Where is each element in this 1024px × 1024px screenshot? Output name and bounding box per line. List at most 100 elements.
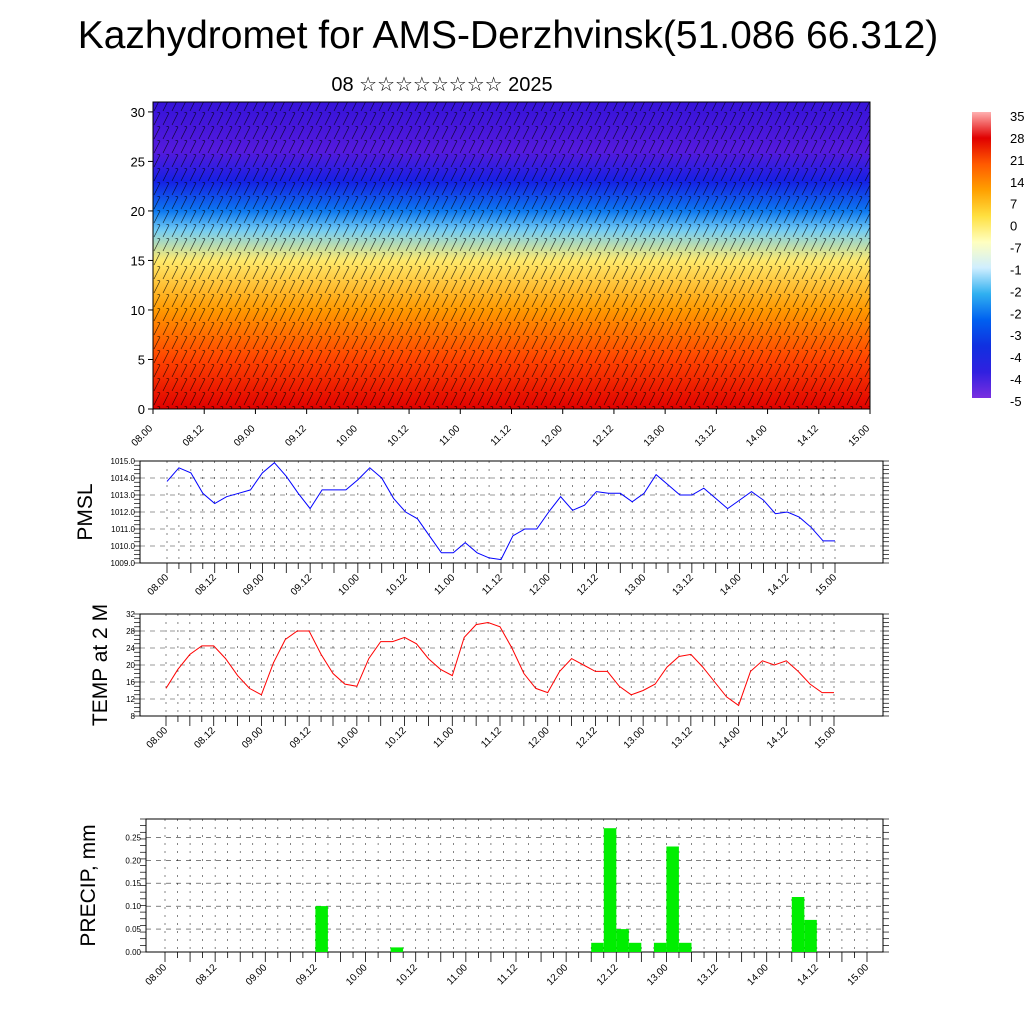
temp-2m-panel: 8 12 16 20 24 28 32 08.00 08.12 09.00 09.12 10.00 10… — [89, 604, 889, 751]
xtick-label: 14.12 — [766, 572, 792, 598]
ytick-label: 20 — [126, 661, 135, 670]
ytick-label: 0.10 — [125, 902, 141, 911]
xtick-label: 08.12 — [193, 572, 219, 598]
colorbar-label: 0 — [1010, 219, 1017, 234]
colorbar: 35 28 21 14 7 0 -7 -1 -2 -2 -3 -4 -4 -5 — [972, 109, 1024, 409]
xtick-label: 13.12 — [671, 572, 697, 598]
xtick-label: 10.12 — [394, 962, 420, 988]
xtick-label: 10.00 — [344, 962, 370, 988]
y-axis-title: TEMP at 2 M — [89, 604, 112, 726]
cross-section-ytick-label: 20 — [131, 204, 145, 219]
cross-section-xtick-label: 08.00 — [130, 423, 156, 449]
ytick-label: 32 — [126, 610, 135, 619]
cross-section-ytick-label: 30 — [131, 105, 145, 120]
colorbar-label: 7 — [1010, 197, 1017, 212]
cross-section-xtick-label: 12.00 — [539, 423, 565, 449]
precip-bar — [315, 906, 328, 952]
colorbar-label: 35 — [1010, 109, 1024, 124]
precip-panel: 0.00 0.05 0.10 0.15 0.20 0.25 08.00 08.12 09.00 0… — [77, 818, 889, 988]
ytick-label: 1009.0 — [111, 559, 136, 568]
xtick-label: 08.00 — [144, 962, 170, 988]
ytick-label: 1014.0 — [111, 474, 136, 483]
ytick-label: 1011.0 — [111, 525, 135, 534]
panel-frame — [145, 818, 884, 953]
precip-bar — [653, 942, 667, 952]
xtick-label: 13.00 — [623, 572, 649, 598]
cross-section-ytick-label: 5 — [138, 352, 145, 367]
ytick-label: 1010.0 — [111, 542, 136, 551]
cross-section-ytick-label: 10 — [131, 303, 145, 318]
xtick-label: 15.00 — [814, 572, 840, 598]
cross-section-xtick-label: 09.00 — [232, 423, 258, 449]
ytick-label: 24 — [126, 644, 135, 653]
cross-section-ytick-label: 15 — [131, 253, 145, 268]
precip-bar — [628, 942, 642, 952]
xtick-label: 08.12 — [192, 725, 218, 751]
xtick-label: 11.00 — [432, 572, 457, 597]
precip-bar — [804, 919, 817, 952]
precip-bar — [679, 942, 692, 952]
cross-section-xtick-label: 14.00 — [744, 423, 770, 449]
xtick-label: 14.00 — [717, 725, 743, 751]
xtick-label: 15.00 — [846, 962, 872, 988]
precip-bar — [591, 942, 604, 952]
xtick-label: 13.12 — [695, 962, 721, 988]
xtick-label: 12.00 — [527, 572, 553, 598]
precip-bar — [791, 897, 805, 952]
ytick-label: 1012.0 — [111, 508, 136, 517]
colorbar-label: -3 — [1010, 328, 1022, 343]
xtick-label: 14.00 — [745, 962, 771, 988]
ytick-label: 28 — [126, 627, 135, 636]
cross-section-xtick-label: 13.12 — [693, 423, 719, 449]
colorbar-label: -7 — [1010, 241, 1022, 256]
y-axis-title: PRECIP, mm — [77, 824, 100, 946]
cross-section-xtick-label: 13.00 — [642, 423, 668, 449]
pmsl-line — [166, 461, 835, 561]
y-axis-title: PMSL — [74, 483, 97, 540]
xtick-label: 12.00 — [526, 725, 552, 751]
chart-subtitle: 08 ☆☆☆☆☆☆☆☆ 2025 — [331, 74, 553, 96]
precip-bar — [390, 947, 404, 952]
xtick-label: 11.12 — [495, 962, 520, 987]
ytick-label: 0.20 — [125, 856, 141, 865]
colorbar-label: 28 — [1010, 131, 1024, 146]
cross-section-xtick-label: 11.00 — [437, 423, 462, 448]
xtick-label: 13.00 — [645, 962, 671, 988]
xtick-label: 09.12 — [289, 572, 315, 598]
ytick-label: 0.15 — [125, 879, 141, 888]
colorbar-label: -4 — [1010, 350, 1022, 365]
xtick-label: 09.12 — [294, 962, 320, 988]
xtick-label: 09.00 — [241, 572, 267, 598]
colorbar-label: -2 — [1010, 284, 1022, 299]
colorbar-label: -2 — [1010, 306, 1022, 321]
xtick-label: 14.12 — [796, 962, 822, 988]
pmsl-panel: 1009.0 1010.0 1011.0 1012.0 1013.0 1014.0 1015… — [74, 457, 889, 598]
xtick-label: 10.12 — [384, 572, 410, 598]
colorbar-label: -4 — [1010, 372, 1022, 387]
precip-bar — [603, 828, 617, 952]
xtick-label: 13.00 — [622, 725, 648, 751]
xtick-label: 08.00 — [146, 572, 172, 598]
colorbar-label: -1 — [1010, 262, 1022, 277]
xtick-label: 10.12 — [383, 725, 409, 751]
xtick-label: 12.12 — [595, 962, 621, 988]
ytick-label: 0.05 — [125, 925, 141, 934]
wind-barbs — [153, 102, 870, 409]
xtick-label: 11.00 — [445, 962, 470, 987]
ytick-label: 8 — [131, 712, 136, 721]
cross-section-xtick-label: 14.12 — [795, 423, 821, 449]
xtick-label: 14.12 — [765, 725, 791, 751]
xtick-label: 12.00 — [545, 962, 571, 988]
xtick-label: 09.00 — [240, 725, 266, 751]
xtick-label: 10.00 — [337, 572, 363, 598]
cross-section-xtick-label: 10.12 — [386, 423, 412, 449]
temp-line — [165, 621, 834, 707]
xtick-label: 11.12 — [479, 725, 504, 750]
xtick-label: 14.00 — [718, 572, 744, 598]
xtick-label: 09.12 — [288, 725, 314, 751]
cross-section-xtick-label: 11.12 — [489, 423, 514, 448]
precip-bar — [666, 846, 679, 952]
xtick-label: 15.00 — [813, 725, 839, 751]
xtick-label: 10.00 — [336, 725, 362, 751]
